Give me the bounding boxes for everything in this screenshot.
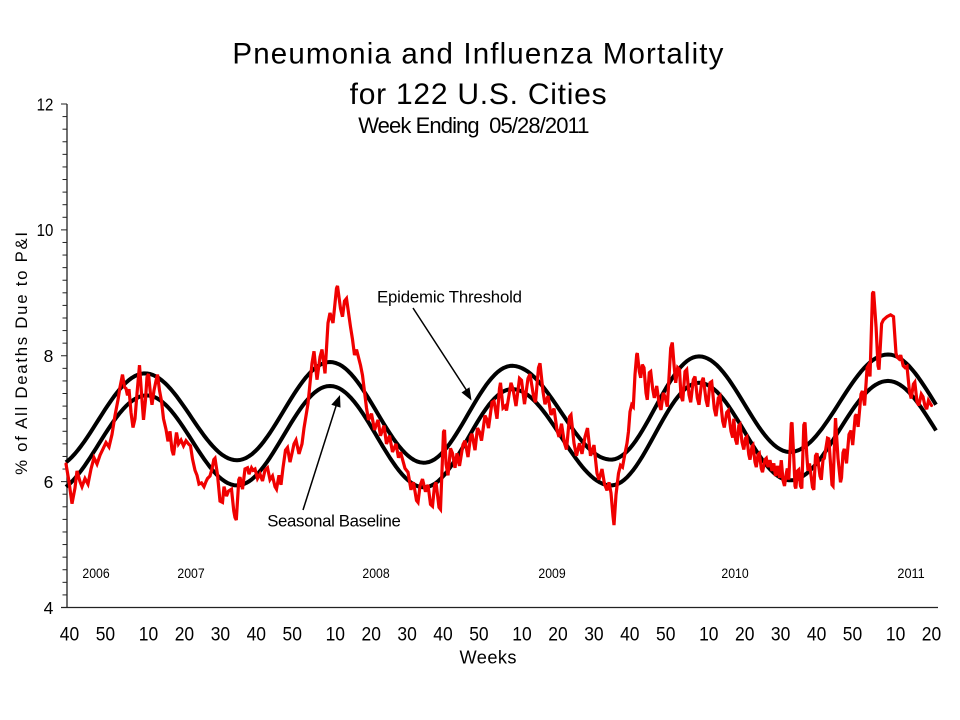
svg-text:10: 10 — [139, 625, 158, 646]
svg-text:30: 30 — [584, 625, 603, 646]
svg-text:2011: 2011 — [897, 566, 924, 581]
svg-text:20: 20 — [548, 625, 567, 646]
svg-text:for 122 U.S. Cities: for 122 U.S. Cities — [350, 78, 607, 111]
svg-text:12: 12 — [37, 94, 54, 114]
svg-text:40: 40 — [60, 625, 79, 646]
svg-text:30: 30 — [211, 625, 230, 646]
svg-text:10: 10 — [326, 625, 345, 646]
svg-text:50: 50 — [96, 625, 115, 646]
svg-text:Seasonal Baseline: Seasonal Baseline — [267, 512, 401, 531]
svg-text:20: 20 — [922, 625, 941, 646]
svg-text:50: 50 — [469, 625, 488, 646]
svg-text:50: 50 — [656, 625, 675, 646]
svg-text:2010: 2010 — [721, 566, 748, 581]
svg-text:Weeks: Weeks — [460, 647, 517, 667]
svg-text:2006: 2006 — [82, 566, 109, 581]
svg-text:20: 20 — [175, 625, 194, 646]
svg-text:10: 10 — [699, 625, 718, 646]
svg-text:10: 10 — [512, 625, 531, 646]
svg-text:10: 10 — [37, 220, 54, 240]
svg-text:40: 40 — [620, 625, 639, 646]
svg-text:4: 4 — [44, 598, 54, 618]
svg-text:6: 6 — [44, 472, 54, 492]
svg-text:40: 40 — [807, 625, 826, 646]
svg-text:50: 50 — [283, 625, 302, 646]
svg-text:30: 30 — [397, 625, 416, 646]
svg-text:50: 50 — [843, 625, 862, 646]
svg-text:Pneumonia and Influenza Mortal: Pneumonia and Influenza Mortality — [232, 38, 723, 71]
svg-text:% of All Deaths Due to P&I: % of All Deaths Due to P&I — [12, 232, 31, 475]
svg-text:8: 8 — [44, 346, 54, 366]
svg-text:20: 20 — [735, 625, 754, 646]
svg-text:Epidemic Threshold: Epidemic Threshold — [377, 287, 522, 306]
svg-text:2008: 2008 — [362, 566, 389, 581]
svg-text:40: 40 — [433, 625, 452, 646]
svg-text:30: 30 — [771, 625, 790, 646]
svg-text:2009: 2009 — [538, 566, 565, 581]
svg-text:2007: 2007 — [177, 566, 204, 581]
svg-text:40: 40 — [247, 625, 266, 646]
svg-text:20: 20 — [362, 625, 381, 646]
svg-text:Week Ending 05/28/2011: Week Ending 05/28/2011 — [358, 113, 589, 138]
svg-text:10: 10 — [886, 625, 905, 646]
